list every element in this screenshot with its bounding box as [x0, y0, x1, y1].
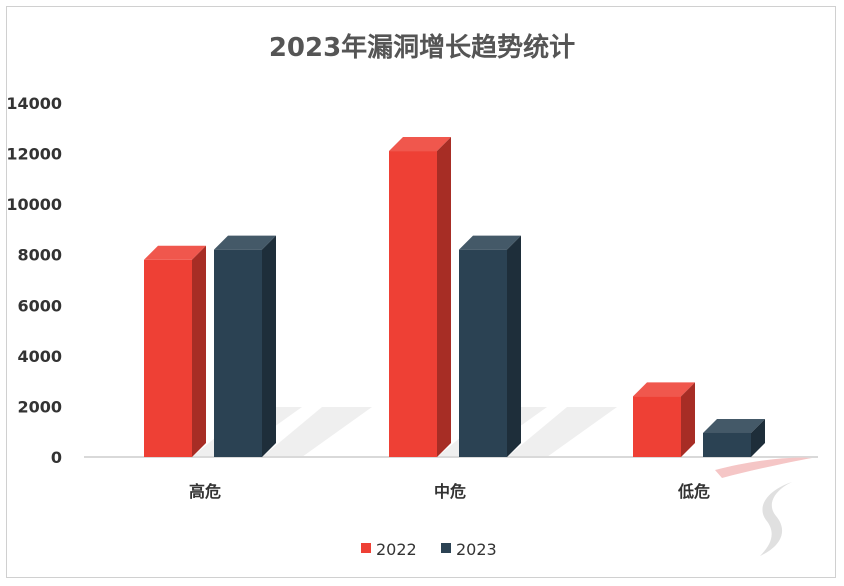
- legend-swatch-2022: [361, 543, 371, 553]
- chart-title: 2023年漏洞增长趋势统计: [269, 32, 575, 63]
- bars: [144, 137, 765, 458]
- legend-label: 2022: [376, 540, 417, 559]
- category-label: 低危: [677, 482, 710, 501]
- bar-2022-1: [389, 151, 437, 458]
- bar-2023-0: [214, 249, 262, 457]
- bar-top-face: [144, 245, 206, 260]
- brand-watermark: [715, 457, 812, 556]
- bar-2022-2: [633, 396, 681, 457]
- x-axis-categories: 高危 中危 低危: [189, 482, 710, 501]
- legend: 2022 2023: [361, 540, 497, 559]
- legend-label: 2023: [456, 540, 497, 559]
- bar-shadow: [262, 407, 372, 457]
- bar-side-face: [751, 418, 765, 457]
- y-tick-label: 10000: [6, 195, 62, 214]
- category-label: 高危: [189, 482, 221, 501]
- bar-side-face: [681, 382, 695, 457]
- y-tick-label: 14000: [6, 94, 62, 113]
- y-tick-label: 8000: [17, 246, 62, 265]
- y-axis-ticks: 0 2000 4000 6000 8000 10000 12000 14000: [6, 94, 62, 467]
- legend-swatch-2023: [441, 543, 451, 553]
- bar-side-face: [262, 235, 276, 457]
- bar-top-face: [214, 235, 276, 250]
- bar-side-face: [507, 235, 521, 457]
- bar-top-face: [459, 235, 521, 250]
- y-tick-label: 2000: [17, 397, 62, 416]
- y-tick-label: 4000: [17, 347, 62, 366]
- y-tick-label: 6000: [17, 296, 62, 315]
- y-tick-label: 0: [51, 448, 62, 467]
- bar-side-face: [437, 137, 451, 458]
- bar-2022-0: [144, 259, 192, 457]
- bar-top-face: [633, 382, 695, 397]
- bar-side-face: [192, 245, 206, 457]
- bar-top-face: [703, 418, 765, 433]
- bar-2023-2: [703, 432, 751, 457]
- bar-2023-1: [459, 249, 507, 457]
- category-label: 中危: [434, 482, 466, 501]
- bar-top-face: [389, 137, 451, 152]
- bar-shadow: [507, 407, 617, 457]
- y-tick-label: 12000: [6, 145, 62, 164]
